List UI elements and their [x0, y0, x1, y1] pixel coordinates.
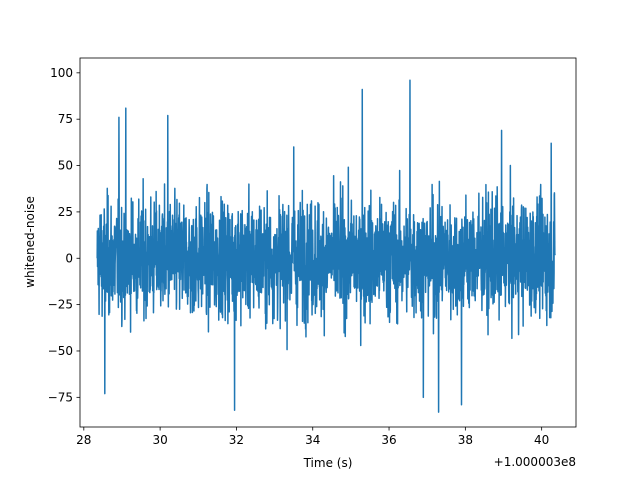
y-tick-label: 100	[50, 66, 73, 80]
y-tick-label: −75	[48, 390, 73, 404]
x-tick-label: 36	[381, 433, 396, 447]
series-line-whitened-noise	[96, 79, 556, 413]
y-tick-label: 25	[58, 205, 73, 219]
x-tick-label: 38	[458, 433, 473, 447]
x-tick-label: 40	[534, 433, 549, 447]
x-axis-ticks: 28 30 32 34 36 38 40	[76, 427, 549, 447]
x-tick-label: 28	[76, 433, 91, 447]
x-offset-label: +1.000003e8	[494, 455, 576, 469]
axes-frame	[79, 57, 577, 428]
x-tick-label: 34	[305, 433, 320, 447]
y-axis-label: whitened-noise	[23, 196, 37, 288]
y-tick-label: −25	[48, 298, 73, 312]
y-tick-label: −50	[48, 344, 73, 358]
y-axis-ticks: −75 −50 −25 0 25 50 75 100	[48, 66, 80, 404]
x-axis-label: Time (s)	[303, 456, 353, 470]
x-tick-label: 32	[229, 433, 244, 447]
y-tick-label: 0	[65, 251, 73, 265]
x-tick-label: 30	[152, 433, 167, 447]
plot-area	[79, 57, 577, 428]
y-tick-label: 50	[58, 159, 73, 173]
y-tick-label: 75	[58, 112, 73, 126]
